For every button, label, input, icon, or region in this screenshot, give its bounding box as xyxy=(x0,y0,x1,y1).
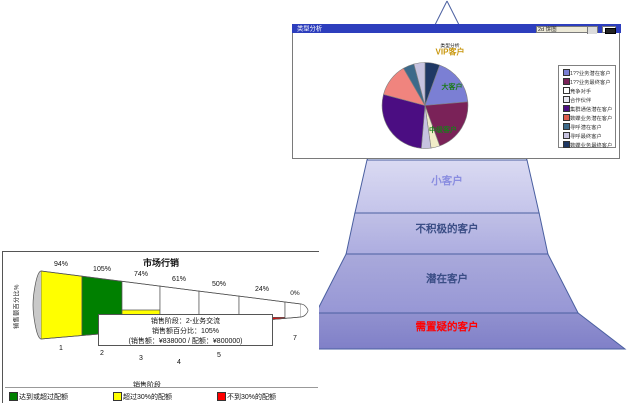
svg-text:105%: 105% xyxy=(93,266,111,273)
svg-text:7: 7 xyxy=(293,335,297,342)
svg-text:74%: 74% xyxy=(134,271,148,278)
svg-text:2: 2 xyxy=(100,350,104,357)
svg-text:潜在客户: 潜在客户 xyxy=(426,272,468,285)
svg-text:小客户: 小客户 xyxy=(430,174,463,187)
svg-text:大客户: 大客户 xyxy=(442,82,463,91)
svg-text:3: 3 xyxy=(139,355,143,362)
svg-text:中级客户: 中级客户 xyxy=(429,125,457,134)
svg-text:需置疑的客户: 需置疑的客户 xyxy=(416,320,479,333)
svg-text:50%: 50% xyxy=(212,281,226,288)
svg-text:4: 4 xyxy=(177,359,181,366)
svg-text:94%: 94% xyxy=(54,261,68,268)
svg-text:24%: 24% xyxy=(255,286,269,293)
svg-text:5: 5 xyxy=(217,352,221,359)
svg-text:不积极的客户: 不积极的客户 xyxy=(416,222,479,235)
svg-text:1: 1 xyxy=(59,345,63,352)
svg-text:0%: 0% xyxy=(290,290,300,297)
svg-text:61%: 61% xyxy=(172,276,186,283)
svg-text:VIP客户: VIP客户 xyxy=(436,47,465,57)
